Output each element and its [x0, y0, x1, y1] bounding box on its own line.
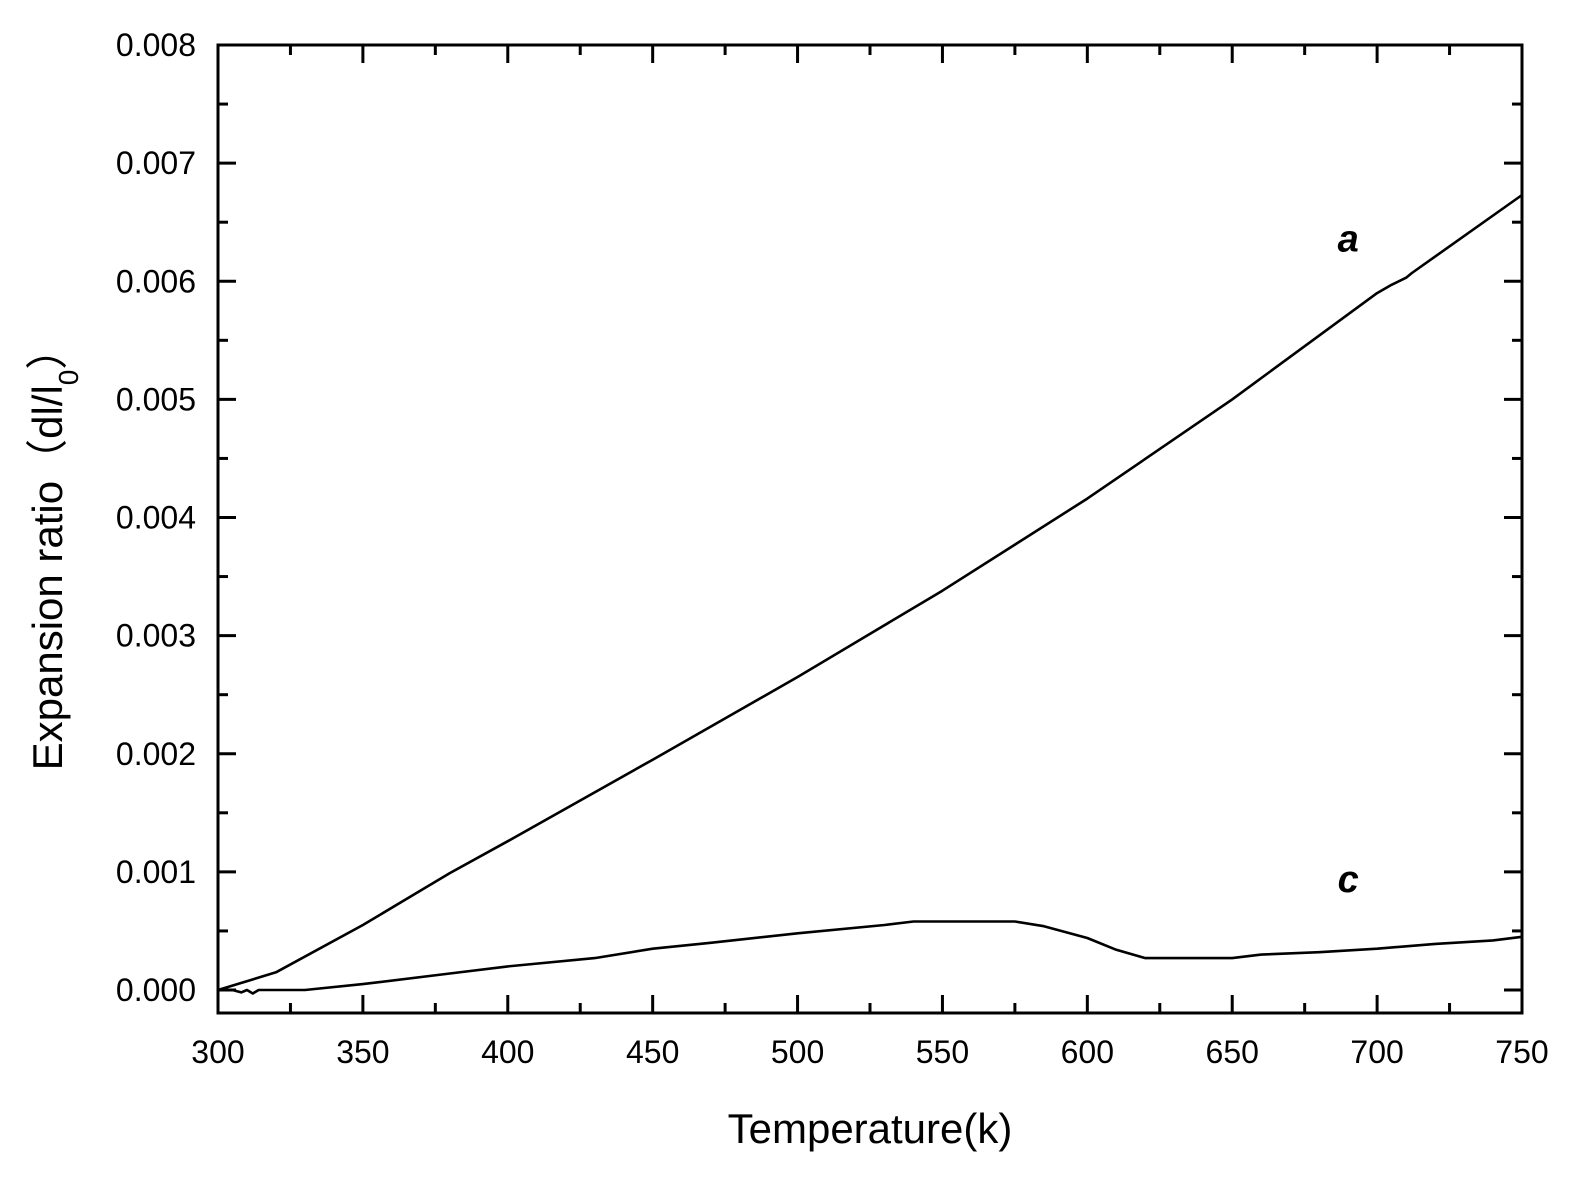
y-tick-label: 0.006	[116, 263, 196, 299]
series-label-a: a	[1338, 219, 1359, 261]
series-line-c	[218, 920, 1523, 995]
y-tick-label: 0.001	[116, 854, 196, 890]
y-tick-label: 0.003	[116, 618, 196, 654]
series-labels: ac	[1338, 219, 1359, 901]
x-tick-label: 550	[916, 1034, 969, 1070]
y-tick-label: 0.008	[116, 27, 196, 63]
x-tick-label: 350	[336, 1034, 389, 1070]
x-axis-ticks	[216, 45, 1524, 1013]
x-axis-title: Temperature(k)	[728, 1105, 1013, 1152]
series-label-c: c	[1338, 859, 1359, 901]
x-tick-label: 400	[481, 1034, 534, 1070]
x-tick-label: 700	[1350, 1034, 1403, 1070]
x-tick-label: 600	[1061, 1034, 1114, 1070]
y-axis-title: Expansion ratio（dl/l0）	[24, 328, 84, 771]
series-line-a	[217, 193, 1523, 992]
x-tick-label: 450	[626, 1034, 679, 1070]
y-axis-ticks	[218, 43, 1522, 992]
y-axis-title-main: Expansion ratio（dl/l	[24, 385, 71, 770]
x-tick-label: 300	[191, 1034, 244, 1070]
y-tick-label: 0.000	[116, 972, 196, 1008]
y-tick-label: 0.007	[116, 145, 196, 181]
y-tick-label: 0.002	[116, 736, 196, 772]
x-tick-label: 650	[1206, 1034, 1259, 1070]
y-tick-label: 0.005	[116, 381, 196, 417]
y-axis-title-close: ）	[24, 328, 71, 370]
y-axis-tick-labels: 0.000 0.001 0.002 0.003 0.004 0.005 0.006 0.007…	[116, 27, 196, 1008]
plot-series	[217, 193, 1523, 995]
x-tick-label: 750	[1495, 1034, 1548, 1070]
plot-frame	[216, 43, 1524, 1015]
x-tick-label: 500	[771, 1034, 824, 1070]
y-axis-title-subscript: 0	[53, 370, 84, 386]
x-axis-tick-labels: 300 350 400 450 500 550 600 650 700 750	[191, 1034, 1548, 1070]
y-tick-label: 0.004	[116, 500, 196, 536]
